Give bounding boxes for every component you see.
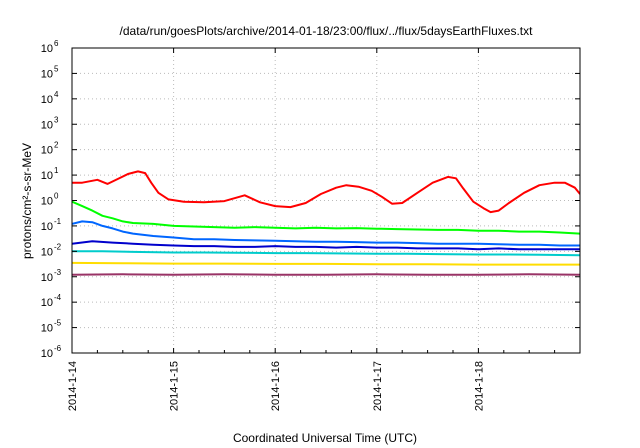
y-tick-label: 10: [41, 348, 53, 360]
y-tick-exponent: 2: [54, 141, 59, 150]
y-tick-exponent: -4: [54, 293, 62, 302]
series-line: [72, 250, 580, 257]
y-tick-label: 10: [41, 43, 53, 55]
y-axis-title: protons/cm²-s-sr-MeV: [20, 143, 34, 259]
y-tick-label: 10: [41, 246, 53, 258]
x-tick-label: 2014-1-17: [372, 361, 384, 411]
series-group: [72, 170, 580, 276]
series-line: [72, 261, 580, 266]
y-tick-label: 10: [41, 119, 53, 131]
y-tick-label: 10: [41, 94, 53, 106]
y-tick-exponent: 4: [54, 90, 59, 99]
x-tick-label: 2014-1-14: [67, 361, 79, 411]
y-tick-label: 10: [41, 323, 53, 335]
y-tick-exponent: -6: [54, 344, 62, 353]
y-tick-exponent: 6: [54, 39, 59, 48]
y-tick-exponent: 3: [54, 115, 59, 124]
x-tick-label: 2014-1-18: [473, 361, 485, 411]
y-tick-label: 10: [41, 297, 53, 309]
y-tick-exponent: 1: [54, 166, 59, 175]
ticks: [71, 47, 580, 354]
x-axis-title: Coordinated Universal Time (UTC): [233, 431, 417, 445]
y-tick-label: 10: [41, 221, 53, 233]
y-tick-exponent: 0: [54, 192, 59, 201]
series-line: [72, 220, 580, 247]
y-tick-exponent: -1: [54, 217, 62, 226]
y-tick-label: 10: [41, 145, 53, 157]
series-line: [72, 200, 580, 235]
x-tick-label: 2014-1-15: [169, 361, 181, 411]
series-line: [72, 170, 580, 214]
y-tick-label: 10: [41, 272, 53, 284]
y-tick-exponent: -5: [54, 319, 62, 328]
y-tick-label: 10: [41, 68, 53, 80]
y-tick-exponent: -2: [54, 242, 62, 251]
y-tick-exponent: -3: [54, 268, 62, 277]
chart-title: /data/run/goesPlots/archive/2014-01-18/2…: [120, 24, 534, 38]
series-line: [72, 240, 580, 251]
y-tick-label: 10: [41, 196, 53, 208]
x-tick-label: 2014-1-16: [270, 361, 282, 411]
y-tick-exponent: 5: [54, 64, 59, 73]
y-tick-label: 10: [41, 170, 53, 182]
